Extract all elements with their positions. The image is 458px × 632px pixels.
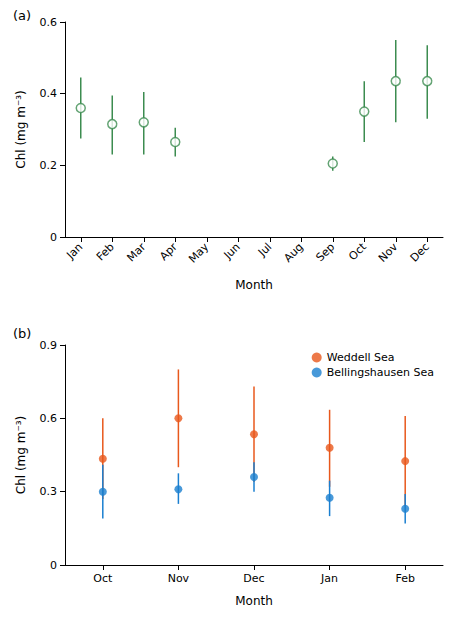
svg-text:Chl (mg m⁻³): Chl (mg m⁻³) — [14, 416, 28, 494]
svg-text:Feb: Feb — [94, 240, 117, 263]
svg-text:0.6: 0.6 — [40, 16, 58, 29]
svg-text:0.9: 0.9 — [40, 339, 58, 352]
svg-text:Mar: Mar — [124, 240, 148, 264]
svg-text:Sep: Sep — [314, 240, 338, 264]
svg-text:Nov: Nov — [168, 572, 190, 585]
svg-text:(b): (b) — [13, 326, 31, 341]
svg-text:Bellingshausen Sea: Bellingshausen Sea — [327, 366, 434, 379]
svg-text:(a): (a) — [13, 8, 31, 23]
svg-text:Oct: Oct — [346, 240, 369, 263]
svg-text:Feb: Feb — [395, 572, 414, 585]
svg-text:Jan: Jan — [320, 572, 338, 585]
svg-text:Nov: Nov — [376, 240, 401, 265]
svg-text:0.2: 0.2 — [40, 159, 58, 172]
svg-text:0.6: 0.6 — [40, 412, 58, 425]
svg-text:Weddell Sea: Weddell Sea — [327, 351, 395, 364]
svg-text:Month: Month — [235, 278, 273, 292]
svg-text:Chl (mg m⁻³): Chl (mg m⁻³) — [14, 90, 28, 168]
svg-text:Month: Month — [235, 594, 273, 608]
svg-text:Apr: Apr — [157, 240, 180, 263]
svg-text:0.3: 0.3 — [40, 485, 58, 498]
svg-text:May: May — [186, 240, 212, 266]
svg-text:Dec: Dec — [243, 572, 264, 585]
svg-text:Dec: Dec — [408, 240, 432, 264]
svg-text:Aug: Aug — [281, 240, 305, 264]
svg-text:Jan: Jan — [63, 240, 85, 262]
svg-text:Jul: Jul — [255, 240, 274, 259]
svg-text:Oct: Oct — [93, 572, 113, 585]
svg-text:0: 0 — [50, 231, 57, 244]
svg-text:0.4: 0.4 — [40, 87, 58, 100]
svg-text:0: 0 — [50, 559, 57, 572]
svg-text:Jun: Jun — [221, 240, 243, 262]
